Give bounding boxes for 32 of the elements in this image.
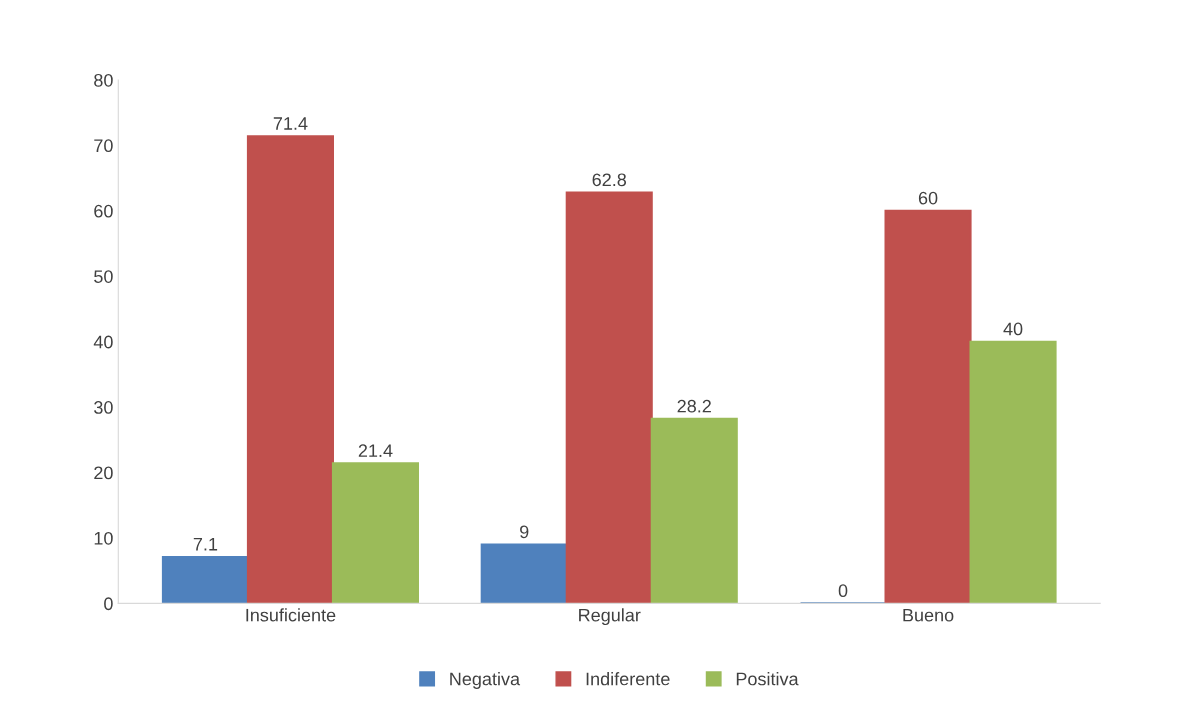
x-tick-label: Regular (579, 608, 641, 626)
y-tick-label: 70 (94, 139, 113, 153)
y-tick-label: 30 (94, 401, 113, 414)
data-label: 7.1 (193, 538, 218, 551)
data-label: 28.2 (677, 399, 711, 413)
x-tick-label: Insuficiente (246, 608, 336, 622)
bar (331, 462, 420, 604)
bar (969, 340, 1057, 604)
data-label: 62.8 (592, 173, 627, 187)
legend-label: Negativa (450, 672, 521, 689)
bar (480, 543, 568, 604)
bar (565, 191, 653, 604)
data-label: 60 (918, 191, 938, 205)
y-tick-label: 20 (94, 466, 113, 480)
bar (246, 135, 334, 604)
y-tick-label: 60 (94, 204, 113, 218)
data-label: 21.4 (358, 444, 393, 457)
bar (650, 417, 738, 604)
data-label: 0 (838, 584, 848, 598)
data-label: 9 (520, 525, 529, 539)
x-tick-label: Bueno (903, 608, 954, 622)
bar (884, 209, 972, 604)
y-tick-label: 40 (93, 335, 113, 349)
bar (161, 555, 249, 604)
legend-label: Indiferente (586, 672, 670, 686)
y-tick-label: 0 (104, 597, 113, 611)
legend-label: Positiva (736, 672, 799, 686)
y-tick-label: 50 (94, 270, 113, 283)
data-label: 40 (1003, 322, 1023, 336)
y-tick-label: 10 (94, 531, 113, 545)
y-tick-label: 80 (94, 73, 113, 87)
data-label: 71.4 (273, 117, 308, 130)
